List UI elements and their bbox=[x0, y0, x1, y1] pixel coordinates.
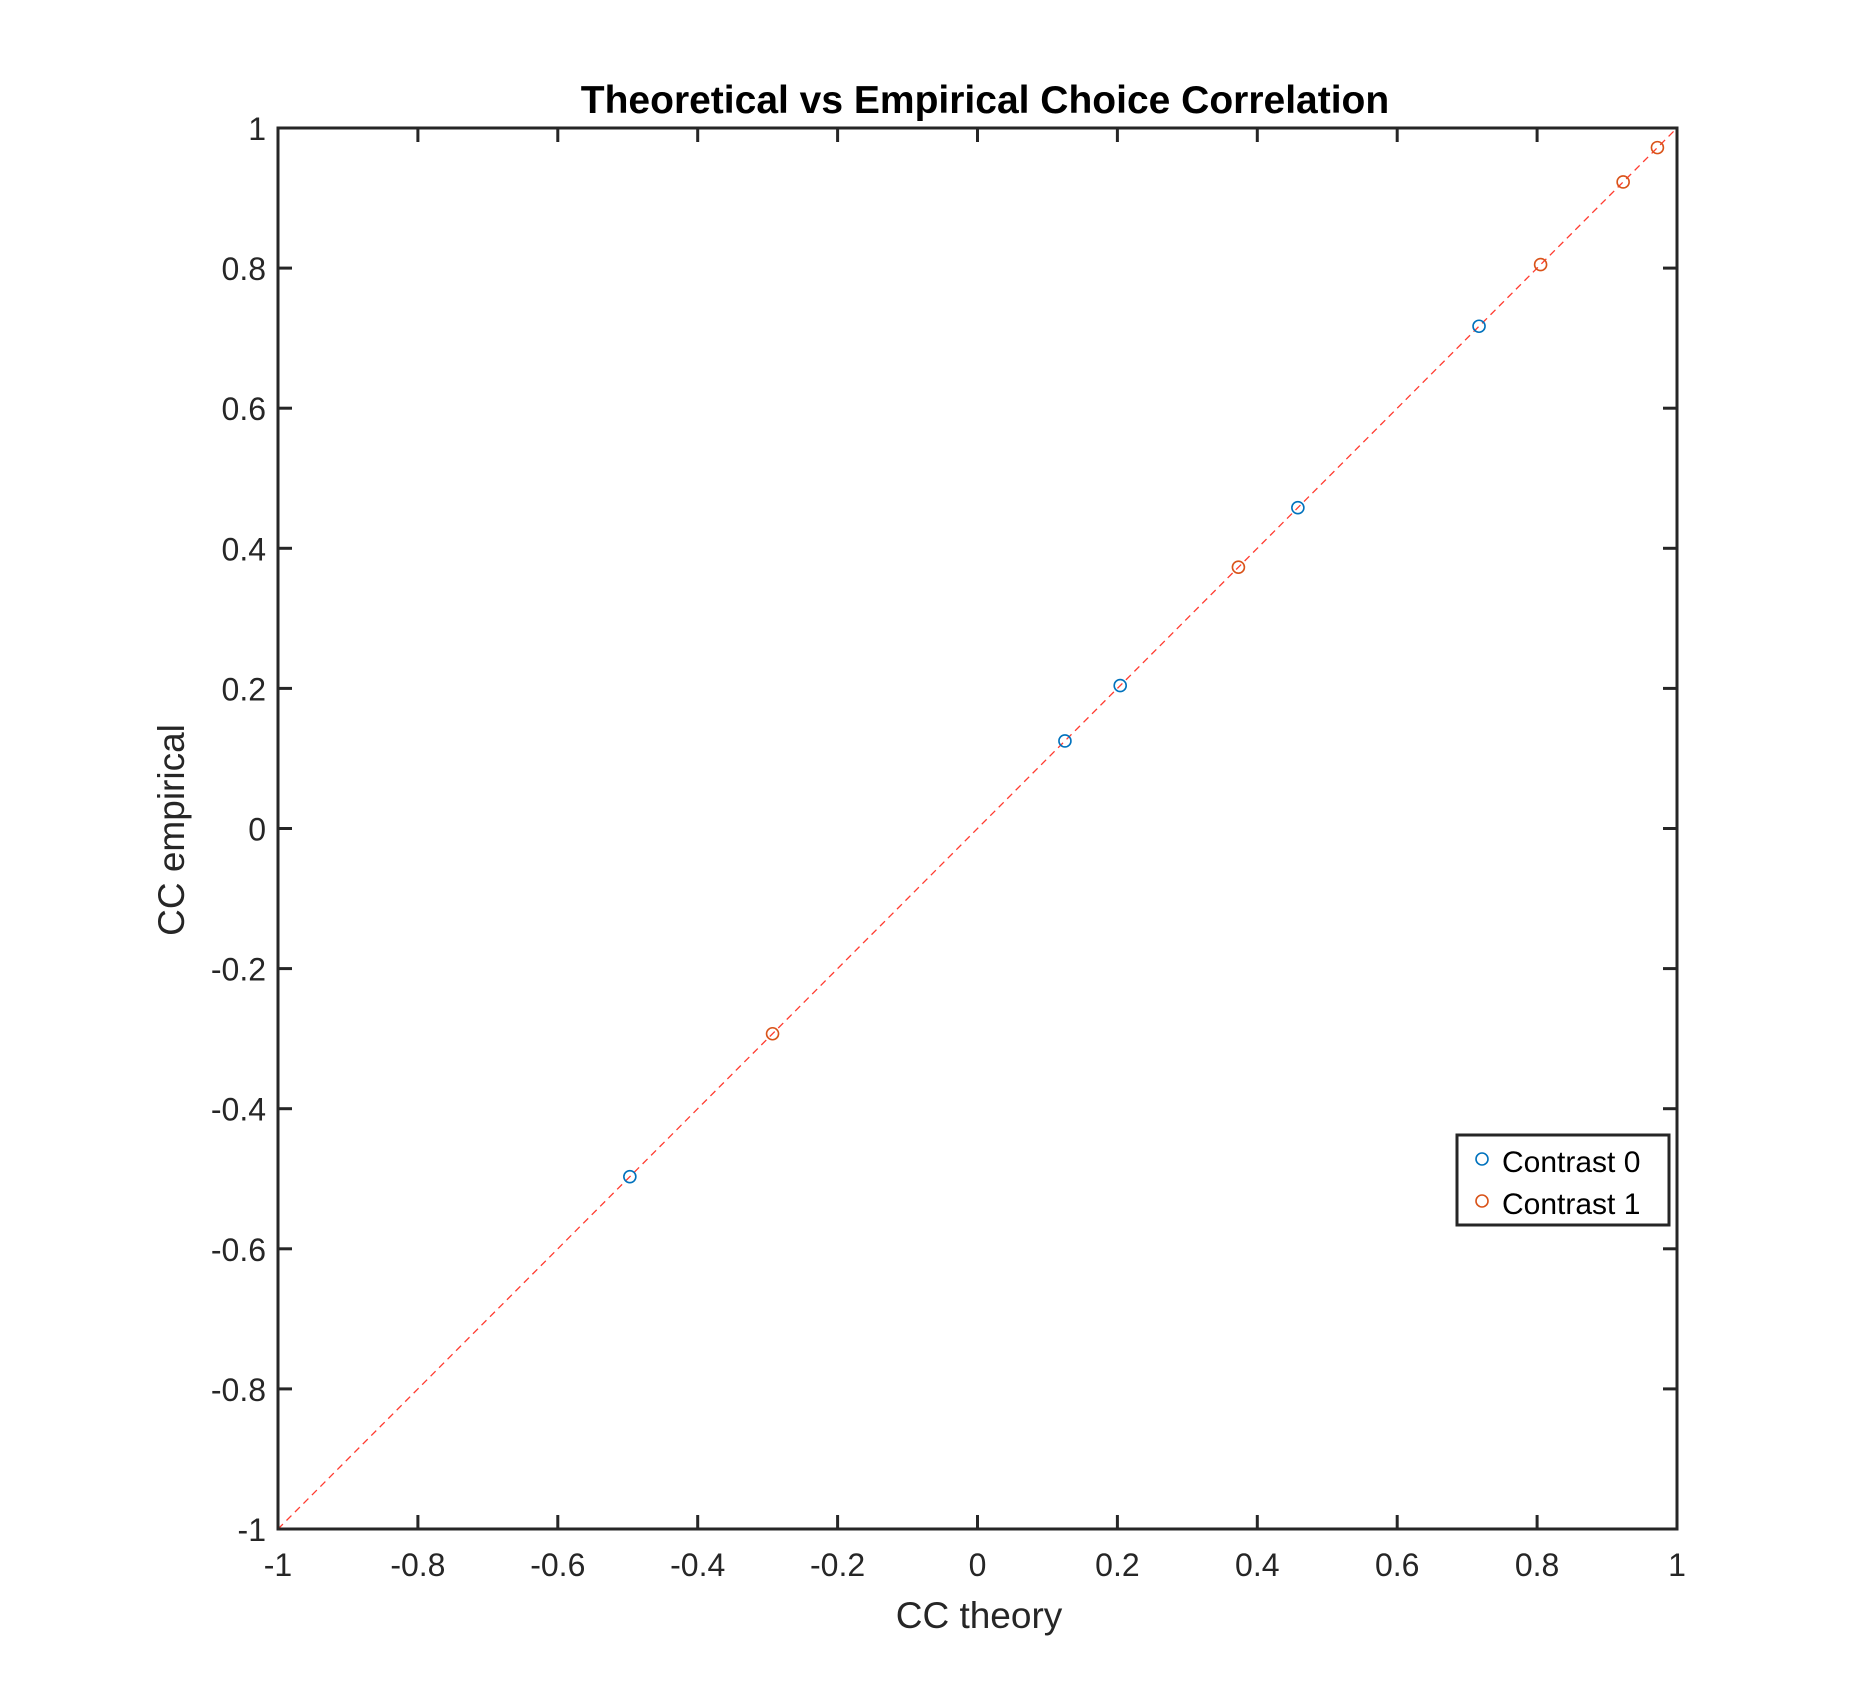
y-tick-label: -0.6 bbox=[211, 1232, 266, 1268]
x-tick-label: 0.8 bbox=[1515, 1547, 1559, 1583]
data-point bbox=[1231, 560, 1246, 575]
y-tick-label: -0.2 bbox=[211, 952, 266, 988]
series-contrast-1 bbox=[765, 140, 1665, 1041]
legend-label-contrast-1: Contrast 1 bbox=[1502, 1188, 1640, 1221]
y-tick-label: 0.8 bbox=[222, 251, 266, 287]
x-tick-label: 0.6 bbox=[1375, 1547, 1419, 1583]
legend-label-contrast-0: Contrast 0 bbox=[1502, 1146, 1640, 1179]
legend-marker-contrast-0 bbox=[1475, 1152, 1489, 1166]
reference-line bbox=[277, 127, 1678, 1530]
x-tick-label: -0.6 bbox=[530, 1547, 585, 1583]
series-contrast-0 bbox=[623, 319, 1486, 1184]
y-tick-label: 0.4 bbox=[222, 531, 266, 567]
data-point bbox=[623, 1169, 637, 1184]
y-tick-label: 0 bbox=[248, 812, 266, 848]
y-tick-label: -1 bbox=[238, 1512, 266, 1548]
y-tick-label: 0.6 bbox=[222, 391, 266, 427]
y-axis-label: CC empirical bbox=[151, 724, 192, 936]
chart-title: Theoretical vs Empirical Choice Correlat… bbox=[581, 79, 1389, 122]
data-point bbox=[765, 1026, 780, 1041]
data-point bbox=[1650, 140, 1665, 155]
data-point bbox=[1058, 734, 1072, 748]
y-tick-label: 0.2 bbox=[222, 671, 266, 707]
data-point bbox=[1616, 175, 1630, 189]
data-point bbox=[1291, 500, 1305, 515]
y-axis-ticks: -1 -0.8 -0.6 -0.4 -0.2 0 0.2 0.4 0.6 0.8 1 bbox=[211, 111, 1677, 1548]
x-tick-label: 1 bbox=[1668, 1547, 1686, 1583]
x-tick-label: 0.2 bbox=[1095, 1547, 1139, 1583]
legend-box bbox=[1455, 1133, 1671, 1227]
x-tick-label: -1 bbox=[264, 1547, 292, 1583]
y-tick-label: 1 bbox=[248, 111, 266, 147]
y-tick-label: -0.4 bbox=[211, 1092, 266, 1128]
data-point bbox=[1113, 678, 1127, 693]
y-tick-label: -0.8 bbox=[211, 1372, 266, 1408]
data-point bbox=[1472, 319, 1486, 334]
legend[interactable]: Contrast 0 Contrast 1 bbox=[1455, 1133, 1671, 1227]
x-tick-label: 0 bbox=[969, 1547, 987, 1583]
x-tick-label: 0.4 bbox=[1235, 1547, 1279, 1583]
legend-marker-contrast-1 bbox=[1475, 1194, 1489, 1208]
x-axis-ticks: -1 -0.8 -0.6 -0.4 -0.2 0 0.2 0.4 0.6 0.8 1 bbox=[264, 128, 1686, 1583]
data-point bbox=[1533, 257, 1548, 272]
x-axis-label: CC theory bbox=[896, 1595, 1063, 1636]
x-tick-label: -0.4 bbox=[670, 1547, 725, 1583]
x-tick-label: -0.8 bbox=[390, 1547, 445, 1583]
x-tick-label: -0.2 bbox=[810, 1547, 865, 1583]
